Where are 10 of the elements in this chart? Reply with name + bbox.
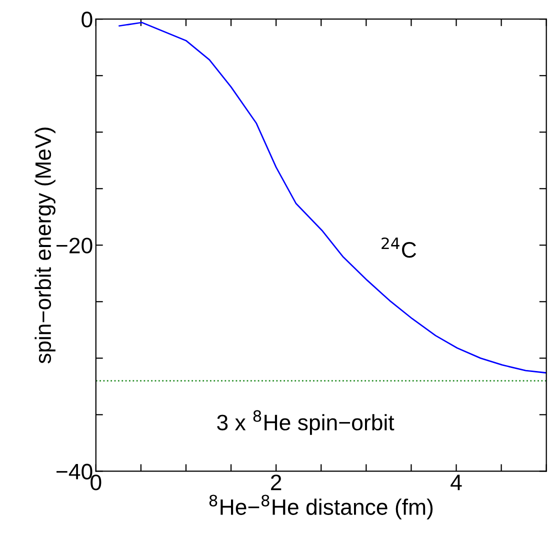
y-tick-label: −40 — [56, 464, 92, 480]
x-tick-label: 4 — [450, 474, 462, 490]
ref-line-label: 3 x $^{8}$He spin−orbit — [217, 410, 394, 435]
y-axis-title: spin−orbit energy (MeV) — [34, 128, 56, 364]
series-label: $^{24}$C — [382, 237, 416, 258]
x-tick-label: 2 — [271, 474, 282, 490]
y-tick-label: 0 — [82, 12, 92, 28]
y-tick-label: −20 — [56, 238, 92, 254]
x-axis-title: $^{8}$He−$^{8}$He distance (fm) — [209, 494, 433, 520]
line-series — [118, 22, 546, 374]
